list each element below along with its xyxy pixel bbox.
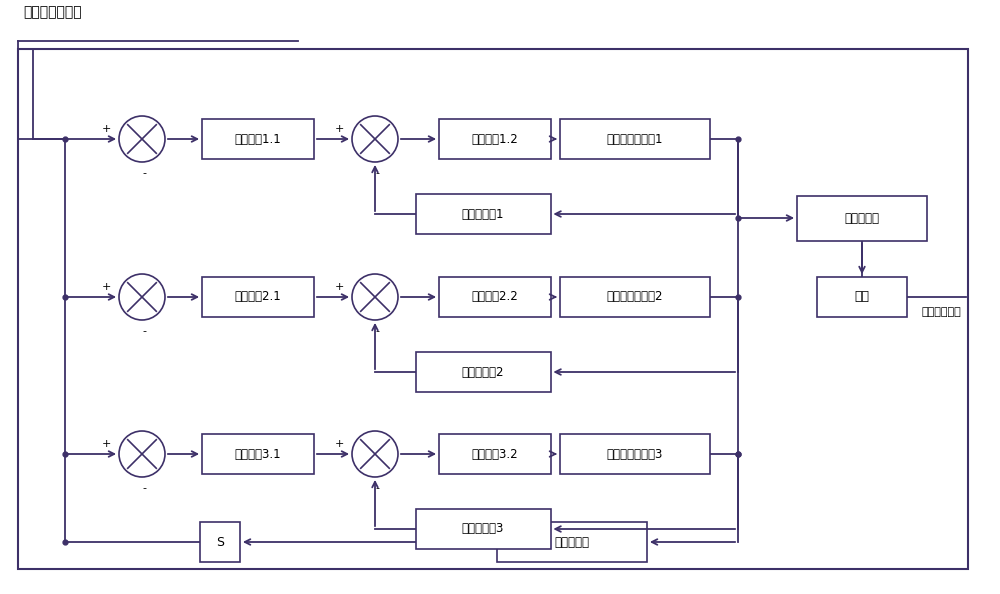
Text: S: S [216, 536, 224, 548]
Text: 电液比例换向锸1: 电液比例换向锸1 [607, 132, 663, 146]
Text: 制动器油缸: 制动器油缸 [844, 211, 880, 225]
Bar [202, 119, 314, 159]
Bar [416, 509, 550, 549]
Bar [817, 277, 907, 317]
Bar [560, 434, 710, 474]
Circle shape [119, 116, 165, 162]
Text: 信号处皆3.2: 信号处皆3.2 [472, 447, 518, 460]
Bar [560, 119, 710, 159]
Bar [416, 352, 550, 392]
Text: 压力传感器1: 压力传感器1 [462, 207, 504, 220]
Text: -: - [375, 168, 379, 178]
Bar [797, 195, 927, 241]
Text: 信号处皆2.1: 信号处皆2.1 [235, 290, 281, 304]
Text: 压力传感器3: 压力传感器3 [462, 523, 504, 536]
Bar [439, 434, 551, 474]
Circle shape [119, 431, 165, 477]
Circle shape [119, 274, 165, 320]
Text: 电液比例换向锸2: 电液比例换向锸2 [607, 290, 663, 304]
Bar [202, 277, 314, 317]
Text: 给定减速度信号: 给定减速度信号 [23, 5, 82, 19]
Text: 信号处皆1.2: 信号处皆1.2 [472, 132, 518, 146]
Text: +: + [102, 282, 111, 292]
Bar [439, 277, 551, 317]
Text: 信号处皆3.1: 信号处皆3.1 [235, 447, 281, 460]
Text: 卷筒: 卷筒 [854, 290, 869, 304]
Text: +: + [102, 124, 111, 134]
Bar [18, 49, 968, 569]
Text: -: - [142, 326, 146, 336]
Text: 输出提升信号: 输出提升信号 [921, 307, 961, 317]
Text: +: + [335, 282, 344, 292]
Text: -: - [375, 483, 379, 493]
Bar [200, 522, 240, 562]
Text: 压力传感器2: 压力传感器2 [462, 365, 504, 378]
Bar [560, 277, 710, 317]
Text: -: - [375, 326, 379, 336]
Circle shape [352, 431, 398, 477]
Circle shape [352, 116, 398, 162]
Bar [439, 119, 551, 159]
Text: -: - [142, 168, 146, 178]
Text: -: - [142, 483, 146, 493]
Text: +: + [102, 438, 111, 448]
Bar [497, 522, 647, 562]
Bar [416, 194, 550, 234]
Text: +: + [335, 124, 344, 134]
Text: +: + [335, 438, 344, 448]
Text: 测速传感器: 测速传感器 [554, 536, 590, 548]
Bar [202, 434, 314, 474]
Text: 信号处皆2.2: 信号处皆2.2 [472, 290, 518, 304]
Text: 信号处皆1.1: 信号处皆1.1 [235, 132, 281, 146]
Circle shape [352, 274, 398, 320]
Text: 电液比例换向锸3: 电液比例换向锸3 [607, 447, 663, 460]
